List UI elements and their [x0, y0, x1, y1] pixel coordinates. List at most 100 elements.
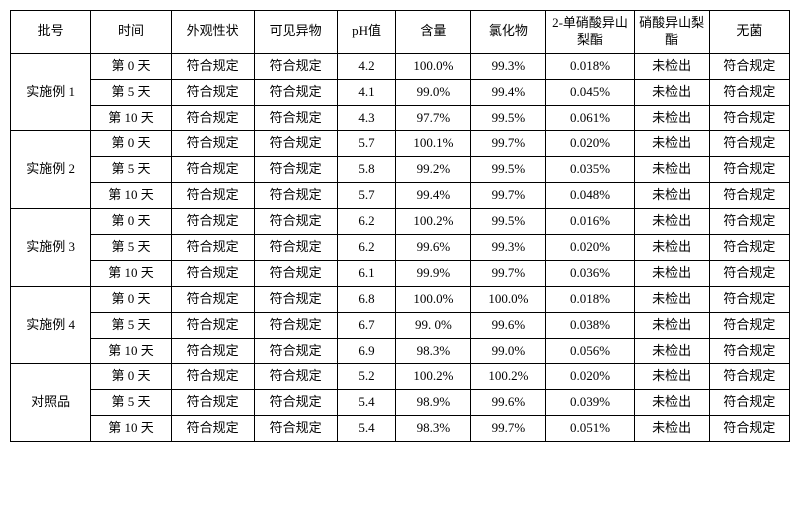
- header-iso: 硝酸异山梨酯: [634, 11, 709, 54]
- content-cell: 99.6%: [396, 235, 471, 261]
- sterile-cell: 符合规定: [709, 131, 789, 157]
- content-cell: 99. 0%: [396, 312, 471, 338]
- mono2-cell: 0.045%: [546, 79, 634, 105]
- time-cell: 第 10 天: [91, 338, 171, 364]
- batch-label: 实施例 3: [11, 209, 91, 287]
- appearance-cell: 符合规定: [171, 183, 254, 209]
- mono2-cell: 0.038%: [546, 312, 634, 338]
- mono2-cell: 0.018%: [546, 53, 634, 79]
- time-cell: 第 0 天: [91, 364, 171, 390]
- content-cell: 100.2%: [396, 209, 471, 235]
- table-row: 第 5 天 符合规定 符合规定 4.1 99.0% 99.4% 0.045% 未…: [11, 79, 790, 105]
- table-row: 第 5 天 符合规定 符合规定 5.4 98.9% 99.6% 0.039% 未…: [11, 390, 790, 416]
- iso-cell: 未检出: [634, 131, 709, 157]
- table-row: 第 10 天 符合规定 符合规定 5.7 99.4% 99.7% 0.048% …: [11, 183, 790, 209]
- appearance-cell: 符合规定: [171, 260, 254, 286]
- table-row: 第 10 天 符合规定 符合规定 6.1 99.9% 99.7% 0.036% …: [11, 260, 790, 286]
- chloride-cell: 99.7%: [471, 131, 546, 157]
- appearance-cell: 符合规定: [171, 235, 254, 261]
- iso-cell: 未检出: [634, 79, 709, 105]
- mono2-cell: 0.016%: [546, 209, 634, 235]
- time-cell: 第 10 天: [91, 260, 171, 286]
- batch-label: 实施例 2: [11, 131, 91, 209]
- table-row: 对照品 第 0 天 符合规定 符合规定 5.2 100.2% 100.2% 0.…: [11, 364, 790, 390]
- content-cell: 99.4%: [396, 183, 471, 209]
- chloride-cell: 99.5%: [471, 105, 546, 131]
- content-cell: 100.2%: [396, 364, 471, 390]
- sterile-cell: 符合规定: [709, 209, 789, 235]
- ph-cell: 5.7: [337, 131, 396, 157]
- ph-cell: 5.8: [337, 157, 396, 183]
- sterile-cell: 符合规定: [709, 390, 789, 416]
- appearance-cell: 符合规定: [171, 416, 254, 442]
- header-visible: 可见异物: [254, 11, 337, 54]
- table-row: 第 10 天 符合规定 符合规定 4.3 97.7% 99.5% 0.061% …: [11, 105, 790, 131]
- ph-cell: 6.2: [337, 209, 396, 235]
- visible-cell: 符合规定: [254, 131, 337, 157]
- sterile-cell: 符合规定: [709, 157, 789, 183]
- chloride-cell: 99.0%: [471, 338, 546, 364]
- visible-cell: 符合规定: [254, 260, 337, 286]
- iso-cell: 未检出: [634, 53, 709, 79]
- visible-cell: 符合规定: [254, 53, 337, 79]
- mono2-cell: 0.048%: [546, 183, 634, 209]
- time-cell: 第 10 天: [91, 183, 171, 209]
- time-cell: 第 5 天: [91, 157, 171, 183]
- appearance-cell: 符合规定: [171, 286, 254, 312]
- appearance-cell: 符合规定: [171, 209, 254, 235]
- mono2-cell: 0.051%: [546, 416, 634, 442]
- sterile-cell: 符合规定: [709, 338, 789, 364]
- header-sterile: 无菌: [709, 11, 789, 54]
- content-cell: 99.9%: [396, 260, 471, 286]
- appearance-cell: 符合规定: [171, 312, 254, 338]
- iso-cell: 未检出: [634, 235, 709, 261]
- content-cell: 100.0%: [396, 286, 471, 312]
- content-cell: 99.0%: [396, 79, 471, 105]
- stability-data-table: 批号 时间 外观性状 可见异物 pH值 含量 氯化物 2-单硝酸异山梨酯 硝酸异…: [10, 10, 790, 442]
- mono2-cell: 0.035%: [546, 157, 634, 183]
- visible-cell: 符合规定: [254, 286, 337, 312]
- visible-cell: 符合规定: [254, 105, 337, 131]
- mono2-cell: 0.020%: [546, 235, 634, 261]
- sterile-cell: 符合规定: [709, 416, 789, 442]
- table-row: 第 10 天 符合规定 符合规定 6.9 98.3% 99.0% 0.056% …: [11, 338, 790, 364]
- appearance-cell: 符合规定: [171, 364, 254, 390]
- mono2-cell: 0.020%: [546, 364, 634, 390]
- iso-cell: 未检出: [634, 286, 709, 312]
- ph-cell: 4.2: [337, 53, 396, 79]
- ph-cell: 6.9: [337, 338, 396, 364]
- chloride-cell: 99.3%: [471, 235, 546, 261]
- mono2-cell: 0.018%: [546, 286, 634, 312]
- table-row: 第 5 天 符合规定 符合规定 5.8 99.2% 99.5% 0.035% 未…: [11, 157, 790, 183]
- time-cell: 第 0 天: [91, 131, 171, 157]
- ph-cell: 6.8: [337, 286, 396, 312]
- sterile-cell: 符合规定: [709, 79, 789, 105]
- table-row: 第 5 天 符合规定 符合规定 6.2 99.6% 99.3% 0.020% 未…: [11, 235, 790, 261]
- time-cell: 第 10 天: [91, 416, 171, 442]
- time-cell: 第 5 天: [91, 235, 171, 261]
- visible-cell: 符合规定: [254, 390, 337, 416]
- iso-cell: 未检出: [634, 183, 709, 209]
- header-ph: pH值: [337, 11, 396, 54]
- table-body: 实施例 1 第 0 天 符合规定 符合规定 4.2 100.0% 99.3% 0…: [11, 53, 790, 441]
- mono2-cell: 0.056%: [546, 338, 634, 364]
- chloride-cell: 99.5%: [471, 157, 546, 183]
- time-cell: 第 0 天: [91, 209, 171, 235]
- iso-cell: 未检出: [634, 209, 709, 235]
- appearance-cell: 符合规定: [171, 157, 254, 183]
- visible-cell: 符合规定: [254, 183, 337, 209]
- table-row: 实施例 1 第 0 天 符合规定 符合规定 4.2 100.0% 99.3% 0…: [11, 53, 790, 79]
- table-row: 实施例 2 第 0 天 符合规定 符合规定 5.7 100.1% 99.7% 0…: [11, 131, 790, 157]
- iso-cell: 未检出: [634, 157, 709, 183]
- mono2-cell: 0.020%: [546, 131, 634, 157]
- iso-cell: 未检出: [634, 416, 709, 442]
- visible-cell: 符合规定: [254, 209, 337, 235]
- sterile-cell: 符合规定: [709, 183, 789, 209]
- batch-label: 实施例 4: [11, 286, 91, 364]
- visible-cell: 符合规定: [254, 312, 337, 338]
- chloride-cell: 99.6%: [471, 312, 546, 338]
- header-content: 含量: [396, 11, 471, 54]
- ph-cell: 5.7: [337, 183, 396, 209]
- ph-cell: 4.1: [337, 79, 396, 105]
- sterile-cell: 符合规定: [709, 53, 789, 79]
